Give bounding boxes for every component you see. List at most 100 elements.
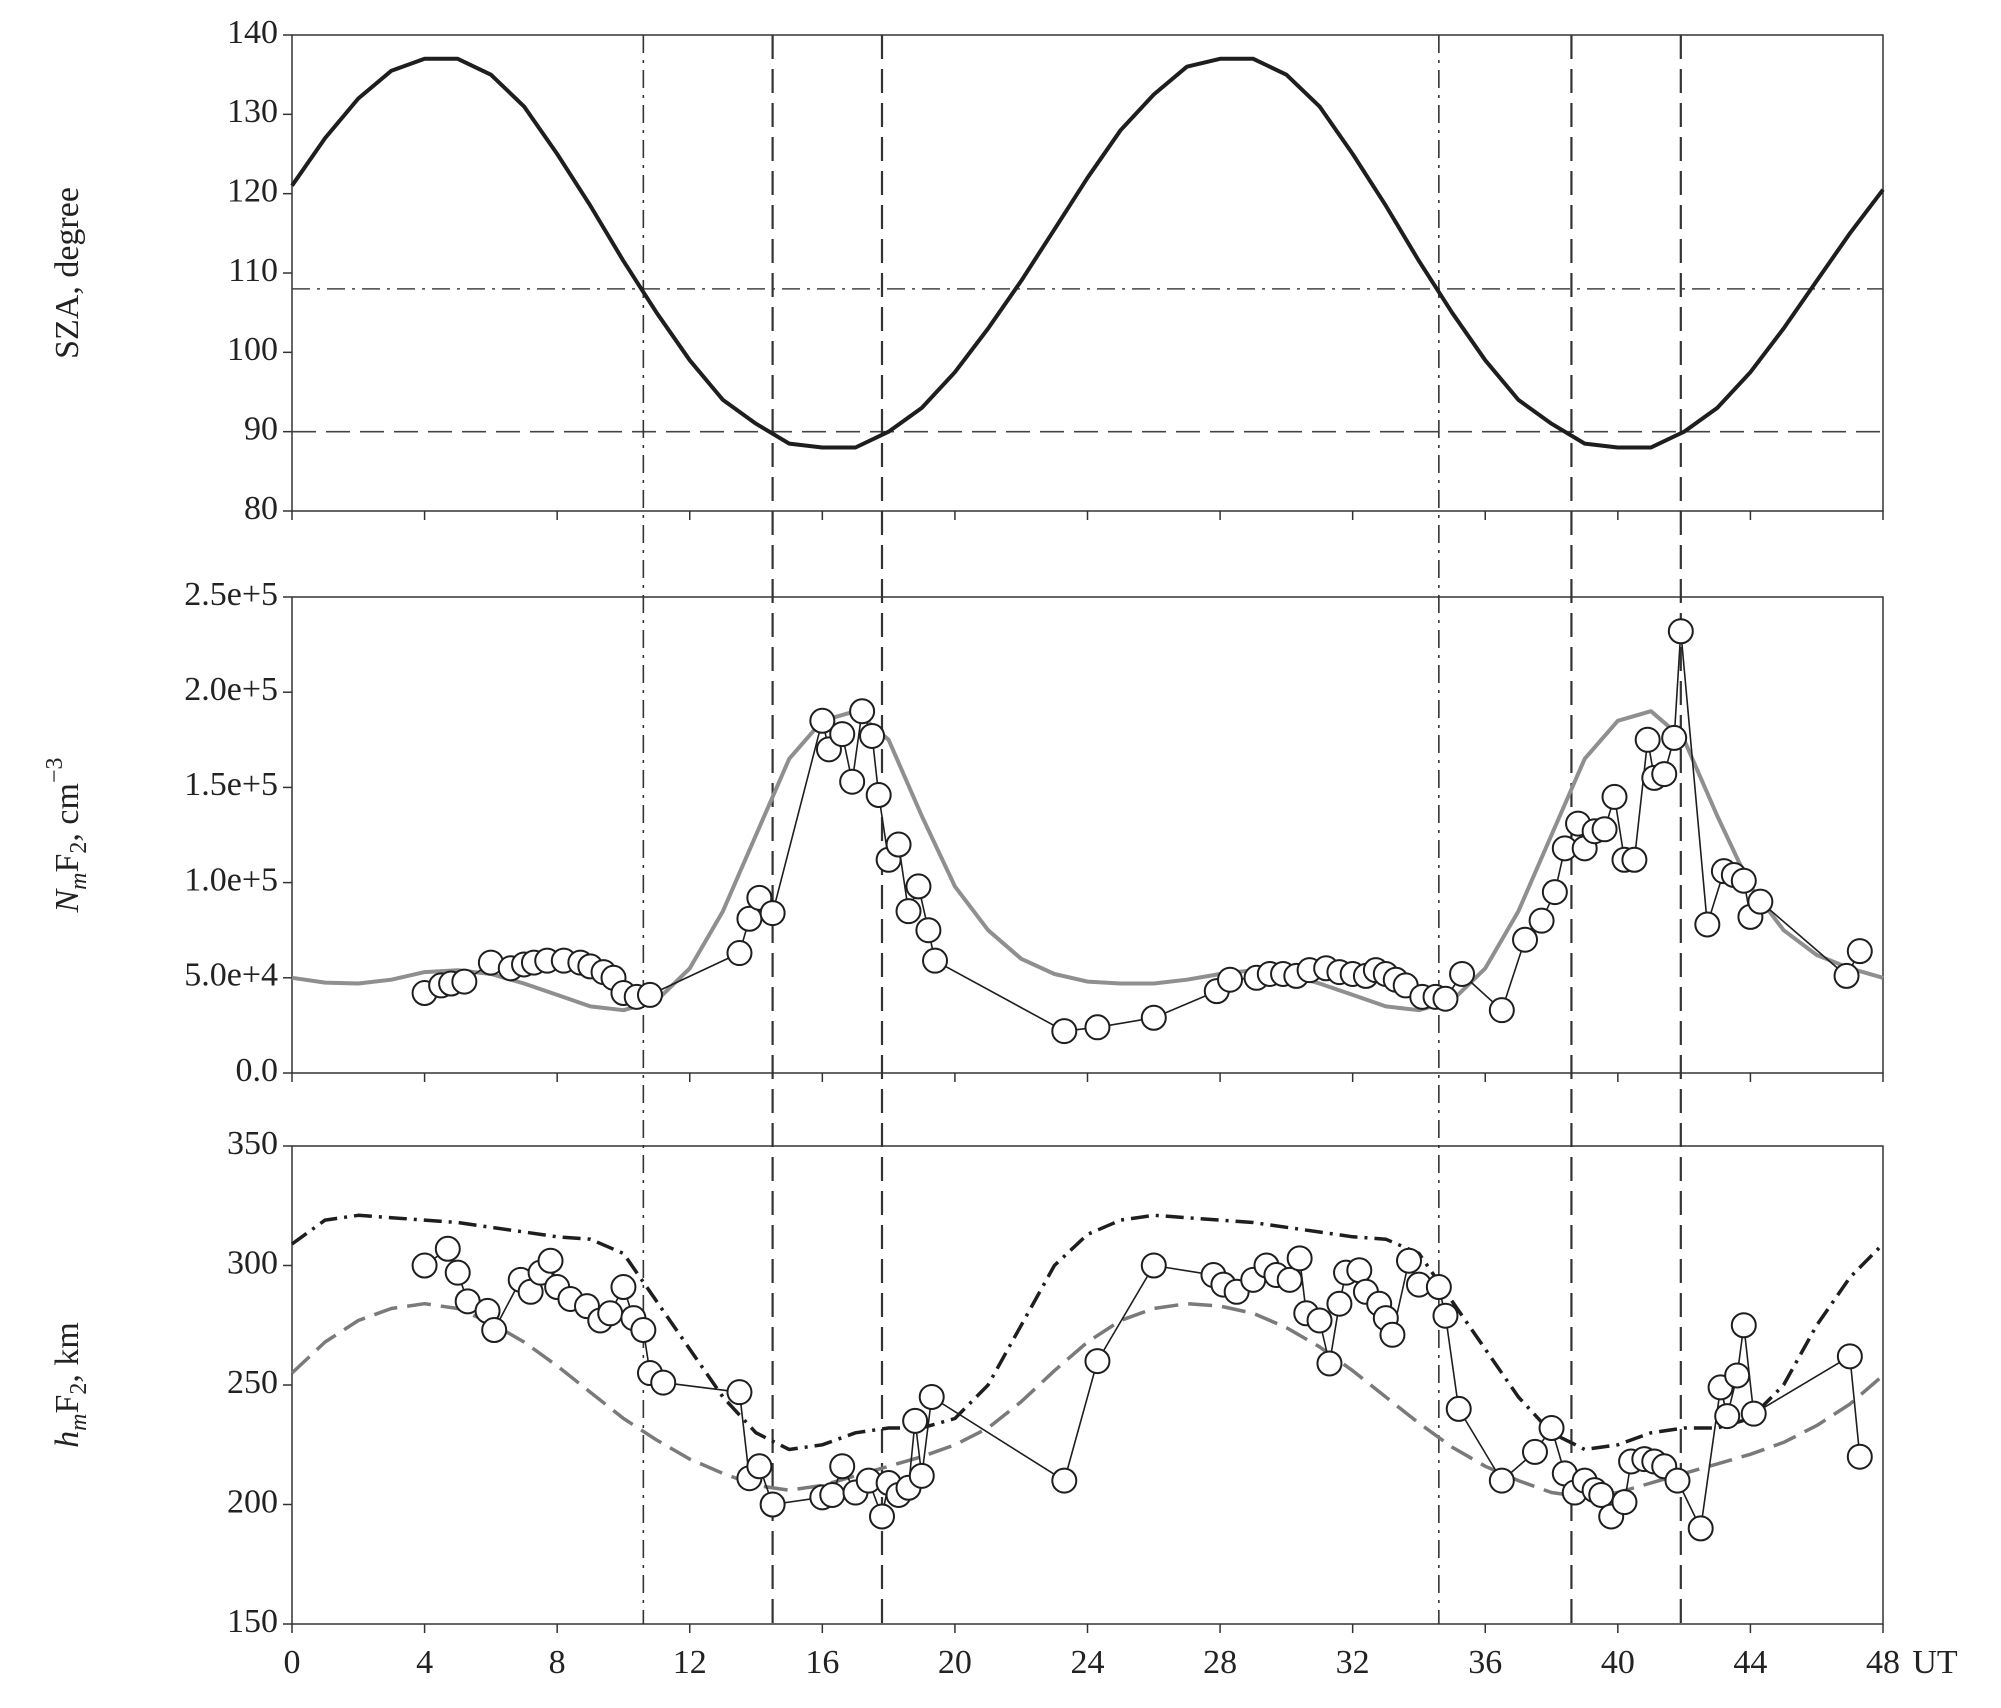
data-point — [1217, 966, 1244, 993]
data-point — [1140, 1004, 1167, 1031]
y-tick-label: 350 — [227, 1125, 278, 1162]
data-point — [1326, 1290, 1353, 1317]
data-point — [1661, 724, 1688, 751]
data-point — [1667, 618, 1694, 645]
data-point — [726, 940, 753, 967]
label-part: , km — [49, 1322, 86, 1382]
plot-frame — [291, 1145, 1884, 1625]
y-tick-label: 110 — [228, 252, 278, 289]
data-point — [859, 722, 886, 749]
data-point — [411, 1252, 438, 1279]
y-tick-label: 2.0e+5 — [184, 671, 278, 708]
label-part: N — [49, 888, 86, 914]
data-point — [1528, 907, 1555, 934]
data-point — [1346, 1257, 1373, 1284]
data-point — [1730, 1312, 1757, 1339]
y-tick-label: 90 — [244, 410, 278, 447]
data-point — [597, 1300, 624, 1327]
y-tick-label: 100 — [227, 331, 278, 368]
y-axis-label: hmF2, km — [49, 1322, 92, 1448]
x-tick-label: 48 — [1866, 1644, 1900, 1681]
data-point — [902, 1407, 929, 1434]
x-tick-label: 44 — [1733, 1644, 1767, 1681]
y-tick-label: 140 — [227, 14, 278, 51]
x-tick-label: 4 — [416, 1644, 433, 1681]
data-point — [1836, 1343, 1863, 1370]
data-point — [1432, 985, 1459, 1012]
data-point — [1051, 1467, 1078, 1494]
data-point — [1286, 1245, 1313, 1272]
data-point — [1846, 1443, 1873, 1470]
data-point — [1621, 846, 1648, 873]
label-part: 2 — [66, 1383, 92, 1395]
data-point — [1316, 1350, 1343, 1377]
data-point — [1747, 888, 1774, 915]
data-point — [922, 947, 949, 974]
data-point — [537, 1247, 564, 1274]
data-point — [481, 1317, 508, 1344]
data-point — [1651, 761, 1678, 788]
x-tick-label: 8 — [549, 1644, 566, 1681]
series-line — [290, 56, 1885, 450]
data-point — [908, 1462, 935, 1489]
data-point — [1833, 962, 1860, 989]
series-line — [424, 630, 1861, 1032]
data-point — [849, 698, 876, 725]
y-tick-label: 5.0e+4 — [184, 957, 278, 994]
y-tick-label: 250 — [227, 1364, 278, 1401]
label-part: h — [49, 1431, 86, 1448]
data-point — [1276, 1266, 1303, 1293]
data-point — [759, 900, 786, 927]
data-point — [1846, 938, 1873, 965]
series-line — [291, 709, 1884, 1013]
data-point — [434, 1235, 461, 1262]
data-point — [746, 1453, 773, 1480]
data-point — [650, 1369, 677, 1396]
data-point — [1724, 1362, 1751, 1389]
data-point — [809, 707, 836, 734]
data-point — [759, 1491, 786, 1518]
label-part: F — [49, 1395, 86, 1414]
y-tick-label: 0.0 — [236, 1052, 279, 1089]
y-tick-label: 80 — [244, 490, 278, 527]
y-axis-label: SZA, degree — [49, 187, 86, 359]
data-point — [1084, 1348, 1111, 1375]
data-point — [1084, 1014, 1111, 1041]
data-point — [726, 1379, 753, 1406]
data-point — [1740, 1400, 1767, 1427]
data-point — [636, 981, 663, 1008]
y-tick-label: 150 — [227, 1603, 278, 1640]
label-part: , cm — [49, 783, 86, 842]
data-point — [1051, 1018, 1078, 1045]
data-point — [885, 831, 912, 858]
label-part: −3 — [42, 757, 68, 783]
data-point — [1425, 1274, 1452, 1301]
data-point — [918, 1383, 945, 1410]
data-point — [1730, 867, 1757, 894]
data-point — [829, 721, 856, 748]
data-point — [1538, 1415, 1565, 1442]
data-point — [1591, 816, 1618, 843]
plot-frame — [291, 596, 1884, 1074]
x-tick-label: 36 — [1468, 1644, 1502, 1681]
x-axis-label: UT — [1912, 1644, 1958, 1681]
data-point — [819, 1481, 846, 1508]
data-point — [1694, 911, 1721, 938]
data-point — [444, 1259, 471, 1286]
data-point — [1687, 1515, 1714, 1542]
data-point — [1140, 1252, 1167, 1279]
data-point — [1664, 1467, 1691, 1494]
y-tick-label: 200 — [227, 1483, 278, 1520]
x-tick-label: 32 — [1336, 1644, 1370, 1681]
data-point — [1449, 960, 1476, 987]
label-part: m — [66, 1414, 92, 1431]
data-point — [915, 917, 942, 944]
x-tick-label: 20 — [938, 1644, 972, 1681]
x-tick-label: 16 — [805, 1644, 839, 1681]
y-tick-label: 2.5e+5 — [184, 576, 278, 613]
data-point — [1634, 726, 1661, 753]
data-point — [1588, 1481, 1615, 1508]
data-point — [1601, 783, 1628, 810]
x-tick-label: 40 — [1601, 1644, 1635, 1681]
